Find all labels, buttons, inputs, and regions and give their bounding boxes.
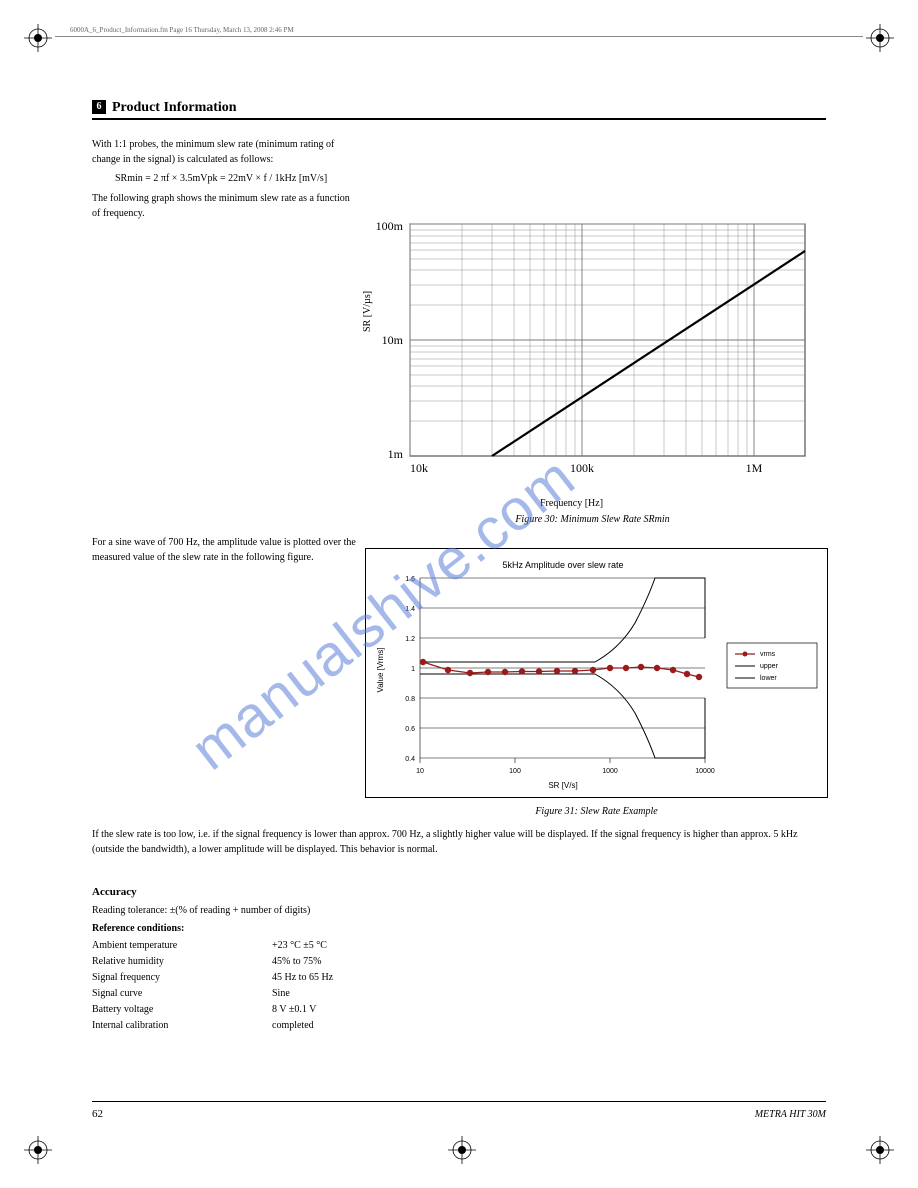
- chart2-yt1: 0.6: [405, 726, 415, 733]
- reg-mark-bc: [448, 1136, 476, 1164]
- table-row: Battery voltage8 V ±0.1 V: [92, 1002, 512, 1018]
- chart1-y-title: SR [V/µs]: [362, 291, 373, 332]
- footer-brand: METRA HIT 30M: [755, 1109, 826, 1120]
- table-row: Internal calibrationcompleted: [92, 1018, 512, 1034]
- chart1-svg: 1m 10m 100m 10k 100k 1M: [365, 196, 820, 496]
- chart2-xt0: 10: [416, 768, 424, 775]
- legend-1: upper: [760, 663, 779, 670]
- chart1-caption: Figure 30: Minimum Slew Rate SRmin: [365, 514, 820, 525]
- reg-mark-bl: [24, 1136, 52, 1164]
- legend-2: lower: [760, 675, 777, 682]
- table-row: Ambient temperature+23 °C ±5 °C: [92, 938, 512, 954]
- table-row: Signal frequency45 Hz to 65 Hz: [92, 970, 512, 986]
- chart2-intro: For a sine wave of 700 Hz, the amplitude…: [92, 536, 357, 565]
- chart1-ytick-0: 1m: [388, 447, 404, 461]
- table-row: Signal curveSine: [92, 986, 512, 1002]
- chart1-xtick-0: 10k: [410, 461, 428, 475]
- section-number: 6: [92, 100, 106, 114]
- section-title: Product Information: [112, 100, 237, 116]
- chart2-xt1: 100: [509, 768, 521, 775]
- chart2-xlabel: SR [V/s]: [548, 781, 577, 790]
- chart1-x-title: Frequency [Hz]: [540, 498, 603, 509]
- chart2-xt2: 1000: [602, 768, 618, 775]
- accuracy-table-header: Reference conditions:: [92, 922, 184, 937]
- chart1: 1m 10m 100m 10k 100k 1M: [365, 196, 820, 496]
- intro-text: With 1:1 probes, the minimum slew rate (…: [92, 138, 357, 167]
- section-rule: [92, 118, 826, 120]
- chart2-yt2: 0.8: [405, 696, 415, 703]
- chart1-xtick-1: 100k: [570, 461, 594, 475]
- accuracy-heading: Accuracy: [92, 886, 137, 898]
- chart2-yt3: 1: [411, 666, 415, 673]
- chart1-ytick-1: 10m: [382, 333, 404, 347]
- chart2-yt5: 1.4: [405, 606, 415, 613]
- legend-0: vrms: [760, 651, 776, 658]
- reg-mark-tl: [24, 24, 52, 52]
- chart1-ytick-2: 100m: [376, 219, 404, 233]
- chart1-xtick-2: 1M: [746, 461, 763, 475]
- formula: SRmin = 2 πf × 3.5mVpk = 22mV × f / 1kHz…: [115, 172, 355, 187]
- accuracy-table: Ambient temperature+23 °C ±5 °C Relative…: [92, 938, 512, 1034]
- reg-mark-br: [866, 1136, 894, 1164]
- chart2-title: 5kHz Amplitude over slew rate: [502, 560, 623, 570]
- header-rule: [55, 36, 863, 37]
- chart2-ylabel: Value [Vrms]: [376, 648, 385, 693]
- chart2-yt4: 1.2: [405, 636, 415, 643]
- chart2: 5kHz Amplitude over slew rate: [365, 548, 828, 798]
- chart2-xt3: 10000: [695, 768, 715, 775]
- chart2-yt0: 0.4: [405, 756, 415, 763]
- chart2-caption: Figure 31: Slew Rate Example: [365, 806, 828, 817]
- header-filename: 6000A_6_Product_Information.fm Page 16 T…: [70, 26, 294, 34]
- reg-mark-tr: [866, 24, 894, 52]
- chart2-yt6: 1.6: [405, 576, 415, 583]
- bridge-text: The following graph shows the minimum sl…: [92, 192, 357, 221]
- chart2-svg: 5kHz Amplitude over slew rate: [365, 548, 828, 798]
- accuracy-tolerance: Reading tolerance: ±(% of reading + numb…: [92, 904, 310, 919]
- page-number: 62: [92, 1108, 103, 1120]
- table-row: Relative humidity45% to 75%: [92, 954, 512, 970]
- footer-rule: [92, 1101, 826, 1102]
- outro-text: If the slew rate is too low, i.e. if the…: [92, 828, 827, 857]
